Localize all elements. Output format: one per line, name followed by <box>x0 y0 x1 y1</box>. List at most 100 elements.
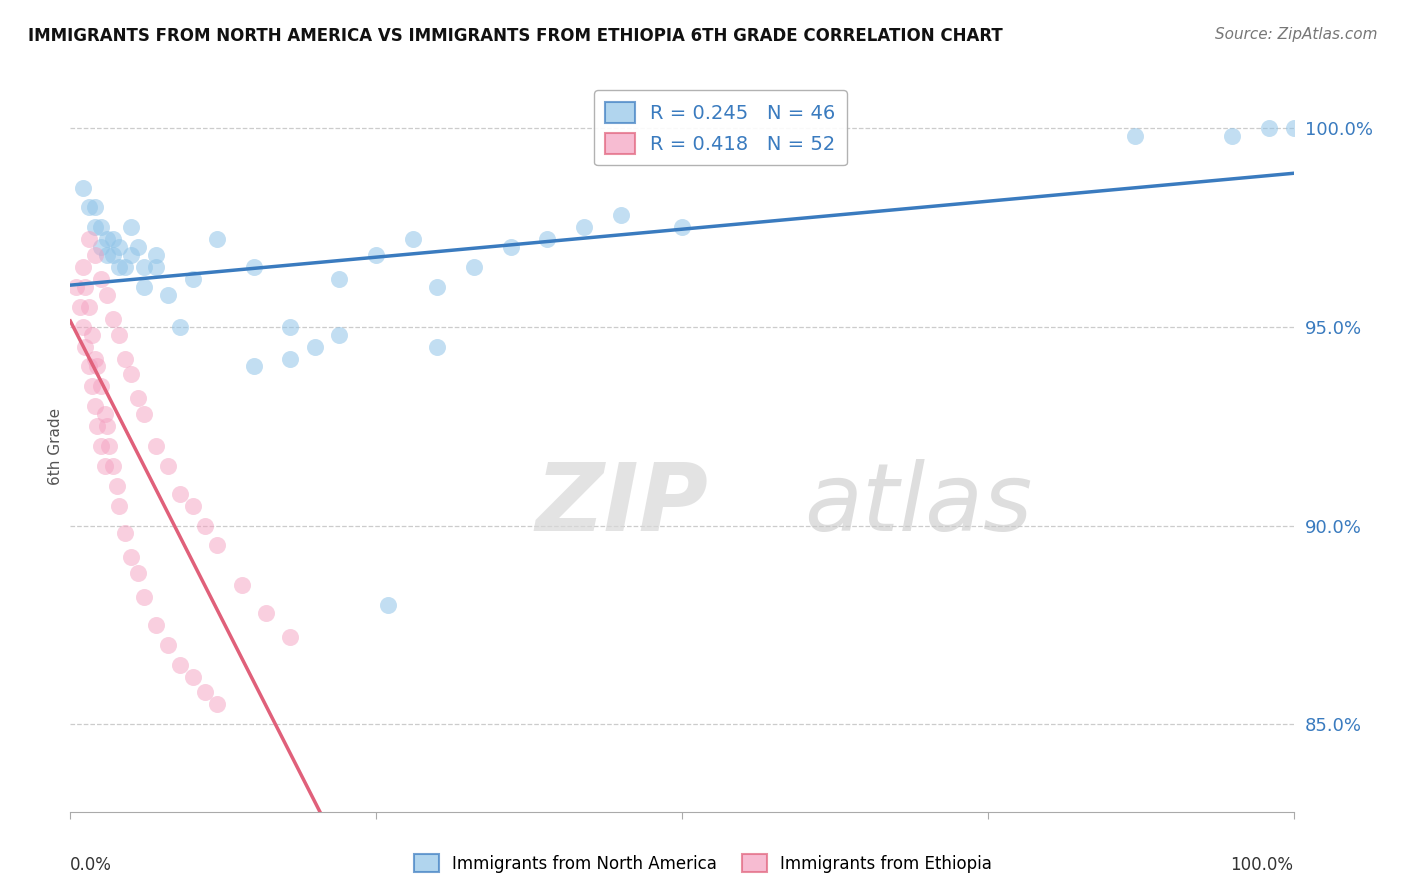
Point <box>127 392 149 406</box>
Point <box>108 499 131 513</box>
Text: atlas: atlas <box>804 459 1032 550</box>
Point <box>132 280 155 294</box>
Point <box>83 351 105 366</box>
Point <box>377 598 399 612</box>
Text: 0.0%: 0.0% <box>70 855 112 873</box>
Legend: R = 0.245   N = 46, R = 0.418   N = 52: R = 0.245 N = 46, R = 0.418 N = 52 <box>593 90 846 165</box>
Point <box>328 327 350 342</box>
Point <box>1220 128 1243 143</box>
Point <box>304 340 326 354</box>
Point <box>77 201 100 215</box>
Point <box>145 248 167 262</box>
Point <box>145 618 167 632</box>
Point <box>366 248 388 262</box>
Point <box>90 272 112 286</box>
Point <box>499 240 522 254</box>
Text: Source: ZipAtlas.com: Source: ZipAtlas.com <box>1215 27 1378 42</box>
Point <box>181 499 204 513</box>
Point <box>86 419 108 434</box>
Point <box>169 657 191 672</box>
Point <box>280 351 302 366</box>
Point <box>90 439 112 453</box>
Point <box>610 209 633 223</box>
Point <box>101 458 124 473</box>
Point <box>121 368 143 382</box>
Point <box>231 578 253 592</box>
Point <box>101 232 124 246</box>
Point <box>82 327 104 342</box>
Point <box>96 232 118 246</box>
Point <box>402 232 425 246</box>
Point <box>69 300 91 314</box>
Point <box>98 439 121 453</box>
Point <box>157 638 180 652</box>
Point <box>181 669 204 683</box>
Point <box>90 220 112 235</box>
Point <box>194 518 217 533</box>
Point <box>280 630 302 644</box>
Point <box>121 220 143 235</box>
Point <box>77 232 100 246</box>
Point <box>96 419 118 434</box>
Point <box>114 351 136 366</box>
Point <box>145 439 167 453</box>
Point <box>127 240 149 254</box>
Point <box>1258 120 1281 135</box>
Point <box>114 260 136 274</box>
Text: IMMIGRANTS FROM NORTH AMERICA VS IMMIGRANTS FROM ETHIOPIA 6TH GRADE CORRELATION : IMMIGRANTS FROM NORTH AMERICA VS IMMIGRA… <box>28 27 1002 45</box>
Point <box>108 240 131 254</box>
Point <box>243 260 266 274</box>
Point <box>72 180 94 194</box>
Text: 100.0%: 100.0% <box>1230 855 1294 873</box>
Point <box>328 272 350 286</box>
Point <box>105 479 128 493</box>
Point <box>157 458 180 473</box>
Point <box>127 566 149 581</box>
Point <box>572 220 595 235</box>
Point <box>83 399 105 413</box>
Point <box>72 319 94 334</box>
Point <box>101 311 124 326</box>
Point <box>254 606 277 620</box>
Point <box>96 248 118 262</box>
Point <box>90 379 112 393</box>
Text: ZIP: ZIP <box>536 458 709 550</box>
Point <box>83 248 105 262</box>
Point <box>96 288 118 302</box>
Point <box>132 260 155 274</box>
Point <box>121 248 143 262</box>
Point <box>101 248 124 262</box>
Point <box>73 340 96 354</box>
Y-axis label: 6th Grade: 6th Grade <box>48 408 63 484</box>
Point <box>132 590 155 604</box>
Point <box>426 280 449 294</box>
Point <box>83 220 105 235</box>
Point <box>280 319 302 334</box>
Point <box>205 232 228 246</box>
Point <box>169 319 191 334</box>
Point <box>463 260 485 274</box>
Point <box>77 359 100 374</box>
Point <box>77 300 100 314</box>
Point <box>169 486 191 500</box>
Point <box>108 260 131 274</box>
Point <box>108 327 131 342</box>
Point <box>426 340 449 354</box>
Point <box>536 232 558 246</box>
Point <box>145 260 167 274</box>
Point <box>65 280 87 294</box>
Point <box>205 698 228 712</box>
Point <box>1123 128 1146 143</box>
Point <box>157 288 180 302</box>
Point <box>243 359 266 374</box>
Point <box>86 359 108 374</box>
Point <box>671 220 693 235</box>
Point <box>205 538 228 552</box>
Point <box>1282 120 1305 135</box>
Point <box>121 550 143 565</box>
Point <box>194 685 217 699</box>
Legend: Immigrants from North America, Immigrants from Ethiopia: Immigrants from North America, Immigrant… <box>408 847 998 880</box>
Point <box>90 240 112 254</box>
Point <box>73 280 96 294</box>
Point <box>93 407 115 421</box>
